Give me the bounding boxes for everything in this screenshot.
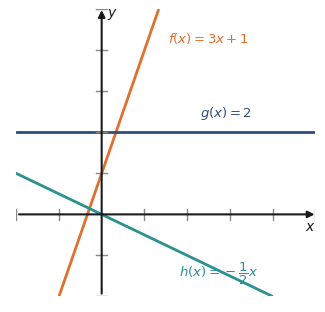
Text: $\mathit{g(x) = 2}$: $\mathit{g(x) = 2}$ <box>200 105 252 122</box>
Text: $\bf\mathit{x}$: $\bf\mathit{x}$ <box>305 220 316 234</box>
Text: $\bf\mathit{y}$: $\bf\mathit{y}$ <box>107 7 118 22</box>
Text: $\mathit{h(x)} = -\dfrac{1}{2}\mathit{x}$: $\mathit{h(x)} = -\dfrac{1}{2}\mathit{x}… <box>178 261 258 287</box>
Text: $\mathit{f(x) = 3x + 1}$: $\mathit{f(x) = 3x + 1}$ <box>168 31 249 46</box>
